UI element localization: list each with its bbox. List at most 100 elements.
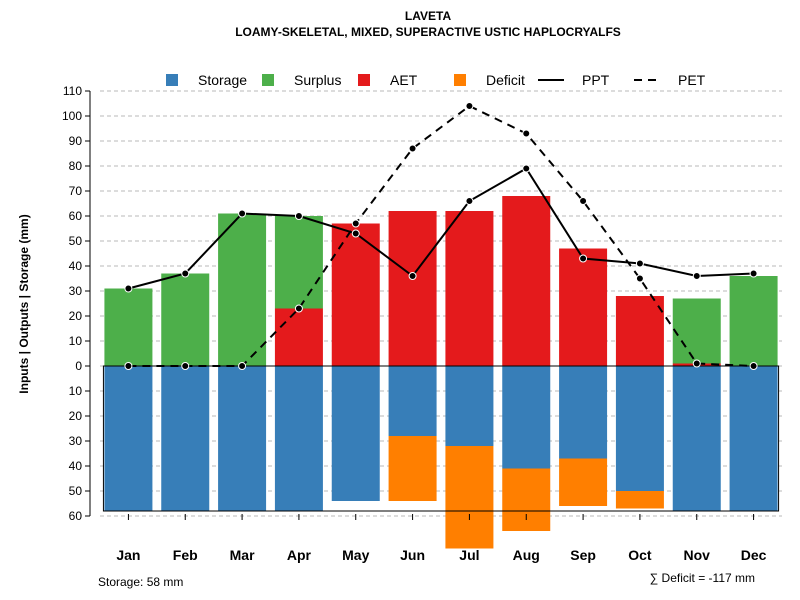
legend-storage-label: Storage <box>198 72 247 88</box>
storage-bar <box>502 366 551 469</box>
y-tick-label: 60 <box>69 509 83 523</box>
pet-point <box>408 144 417 153</box>
storage-bar <box>331 366 380 501</box>
ppt-point <box>522 164 531 173</box>
surplus-bar <box>104 288 153 366</box>
ppt-point <box>181 269 190 278</box>
storage-bar <box>161 366 210 511</box>
deficit-bar <box>502 468 551 531</box>
pet-point <box>124 362 133 370</box>
legend-surplus-label: Surplus <box>294 72 341 88</box>
legend-deficit-swatch <box>454 74 466 86</box>
x-tick-label: Sep <box>570 547 596 563</box>
ppt-point <box>579 254 588 263</box>
aet-bar <box>559 248 608 366</box>
storage-footnote: Storage: 58 mm <box>98 575 183 589</box>
legend-aet-swatch <box>358 74 370 86</box>
legend-ppt-label: PPT <box>582 72 610 88</box>
legend-storage-swatch <box>166 74 178 86</box>
bars <box>102 196 780 549</box>
pet-point <box>238 362 247 370</box>
pet-point <box>579 197 588 205</box>
aet-bar <box>502 196 551 366</box>
ppt-point <box>408 272 417 280</box>
aet-bar <box>274 308 323 366</box>
pet-point <box>635 274 644 283</box>
storage-bar <box>615 366 664 491</box>
storage-bar <box>274 366 323 511</box>
y-axis-label: Inputs | Outputs | Storage (mm) <box>17 214 31 393</box>
y-tick-label: 50 <box>69 484 83 498</box>
ppt-point <box>635 259 644 268</box>
pet-line <box>128 104 754 367</box>
y-tick-label: 50 <box>69 234 83 248</box>
ppt-point <box>749 269 758 278</box>
y-tick-label: 30 <box>69 284 83 298</box>
ppt-point <box>238 209 247 218</box>
legend-deficit-label: Deficit <box>486 72 525 88</box>
x-tick-label: Apr <box>287 547 312 563</box>
deficit-bar <box>615 491 664 509</box>
deficit-bar <box>559 458 608 506</box>
axes: 1101009080706050403020100102030405060Jan… <box>62 84 767 563</box>
surplus-bar <box>274 216 323 309</box>
surplus-bar <box>729 276 778 366</box>
pet-point <box>465 102 474 110</box>
storage-bar <box>104 366 153 511</box>
chart-subtitle: LOAMY-SKELETAL, MIXED, SUPERACTIVE USTIC… <box>235 25 621 39</box>
x-tick-label: Nov <box>684 547 711 563</box>
aet-bar <box>445 211 494 366</box>
y-tick-label: 60 <box>69 209 83 223</box>
storage-bar <box>218 366 267 511</box>
legend-aet-label: AET <box>390 72 418 88</box>
y-tick-label: 10 <box>69 384 83 398</box>
storage-bar <box>559 366 608 459</box>
pet-point <box>692 359 701 368</box>
x-tick-label: Aug <box>513 547 540 563</box>
x-tick-label: Jul <box>459 547 479 563</box>
pet-point <box>749 362 758 370</box>
storage-bar <box>729 366 778 511</box>
storage-bar <box>672 366 721 511</box>
surplus-bar <box>672 298 721 364</box>
y-tick-label: 70 <box>69 184 83 198</box>
y-tick-label: 90 <box>69 134 83 148</box>
x-tick-label: Jan <box>116 547 140 563</box>
y-tick-label: 40 <box>69 259 83 273</box>
storage-bar <box>388 366 437 436</box>
y-tick-label: 100 <box>62 109 82 123</box>
legend: Storage Surplus AET Deficit PPT PET <box>166 72 706 88</box>
x-tick-label: Mar <box>230 547 255 563</box>
pet-point <box>294 304 303 313</box>
ppt-line <box>128 167 754 290</box>
ppt-point <box>692 272 701 280</box>
y-tick-label: 40 <box>69 459 83 473</box>
x-tick-label: Oct <box>628 547 652 563</box>
series-lines <box>124 102 758 370</box>
deficit-bar <box>445 446 494 549</box>
deficit-bar <box>388 436 437 501</box>
y-tick-label: 0 <box>75 359 82 373</box>
deficit-footnote: ∑ Deficit = -117 mm <box>650 571 755 585</box>
surplus-bar <box>161 273 210 366</box>
aet-bar <box>615 296 664 366</box>
ppt-point <box>124 284 133 293</box>
y-tick-label: 10 <box>69 334 83 348</box>
gridlines <box>100 90 782 517</box>
surplus-bar <box>218 213 267 366</box>
x-tick-label: Jun <box>400 547 425 563</box>
legend-surplus-swatch <box>262 74 274 86</box>
storage-bar <box>445 366 494 446</box>
y-tick-label: 80 <box>69 159 83 173</box>
x-tick-label: Dec <box>741 547 767 563</box>
pet-point <box>181 362 190 370</box>
chart-title: LAVETA <box>405 9 452 23</box>
y-tick-label: 30 <box>69 434 83 448</box>
x-tick-label: Feb <box>173 547 198 563</box>
pet-point <box>522 129 531 138</box>
ppt-point <box>465 197 474 205</box>
aet-bar <box>388 211 437 366</box>
ppt-point <box>351 229 360 238</box>
x-tick-label: May <box>342 547 369 563</box>
